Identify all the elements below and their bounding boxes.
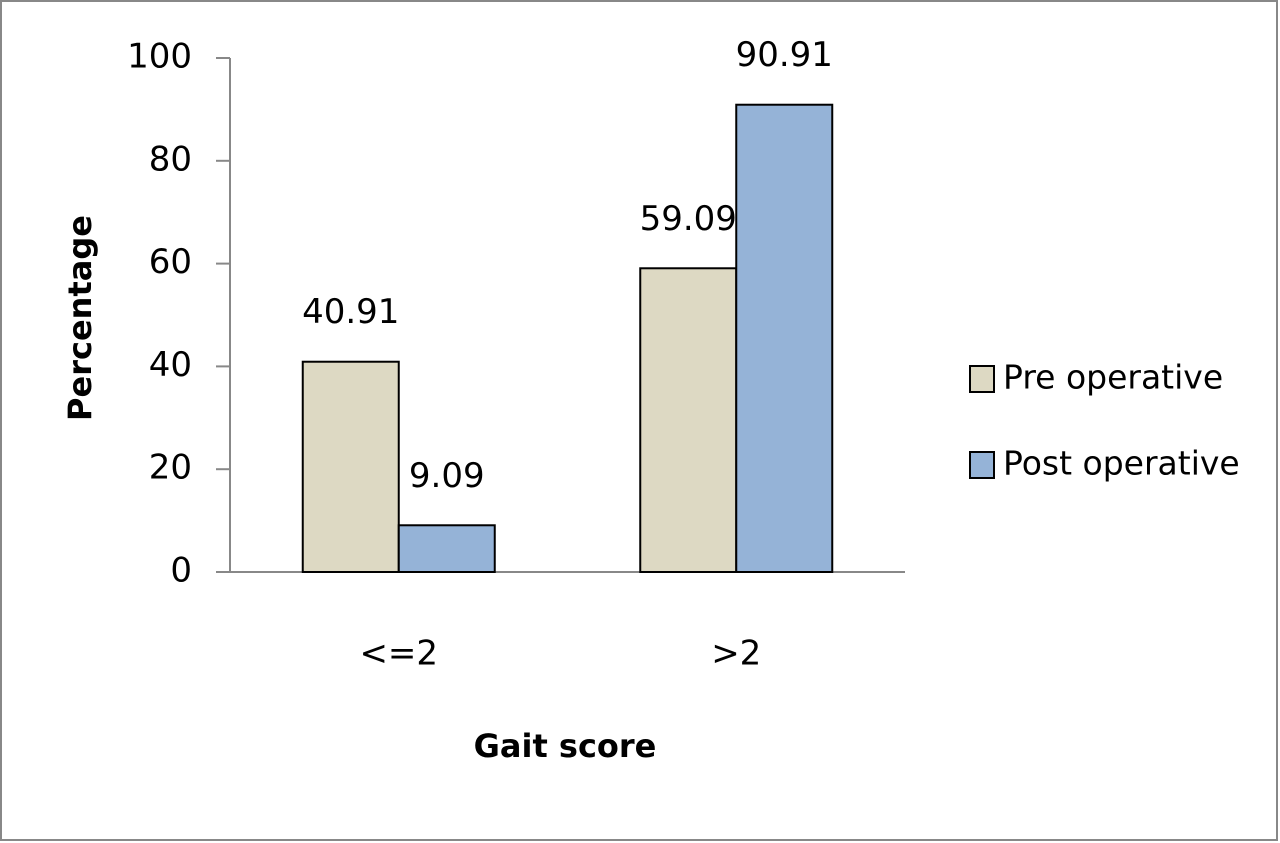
data-label: 90.91: [736, 35, 833, 75]
legend-label: Pre operative: [1003, 358, 1223, 397]
x-tick-label: >2: [711, 634, 761, 674]
legend-swatch: [969, 451, 995, 479]
y-axis-title: Percentage: [61, 215, 99, 421]
data-label: 40.91: [302, 292, 399, 332]
x-axis-title: Gait score: [474, 727, 657, 765]
legend-swatch: [969, 365, 995, 393]
data-label: 59.09: [640, 199, 737, 239]
y-tick-label: 60: [149, 242, 192, 282]
y-tick-label: 20: [149, 448, 192, 488]
bar: [301, 360, 400, 573]
y-tick-label: 40: [149, 345, 192, 385]
bar: [397, 524, 496, 574]
y-tick-label: 100: [127, 37, 192, 77]
y-tick-label: 0: [170, 551, 192, 591]
bar: [735, 103, 834, 574]
y-tick-label: 80: [149, 139, 192, 179]
data-label: 9.09: [409, 456, 485, 496]
bar: [639, 267, 738, 573]
x-tick-label: <=2: [359, 634, 438, 674]
legend-label: Post operative: [1003, 444, 1240, 483]
